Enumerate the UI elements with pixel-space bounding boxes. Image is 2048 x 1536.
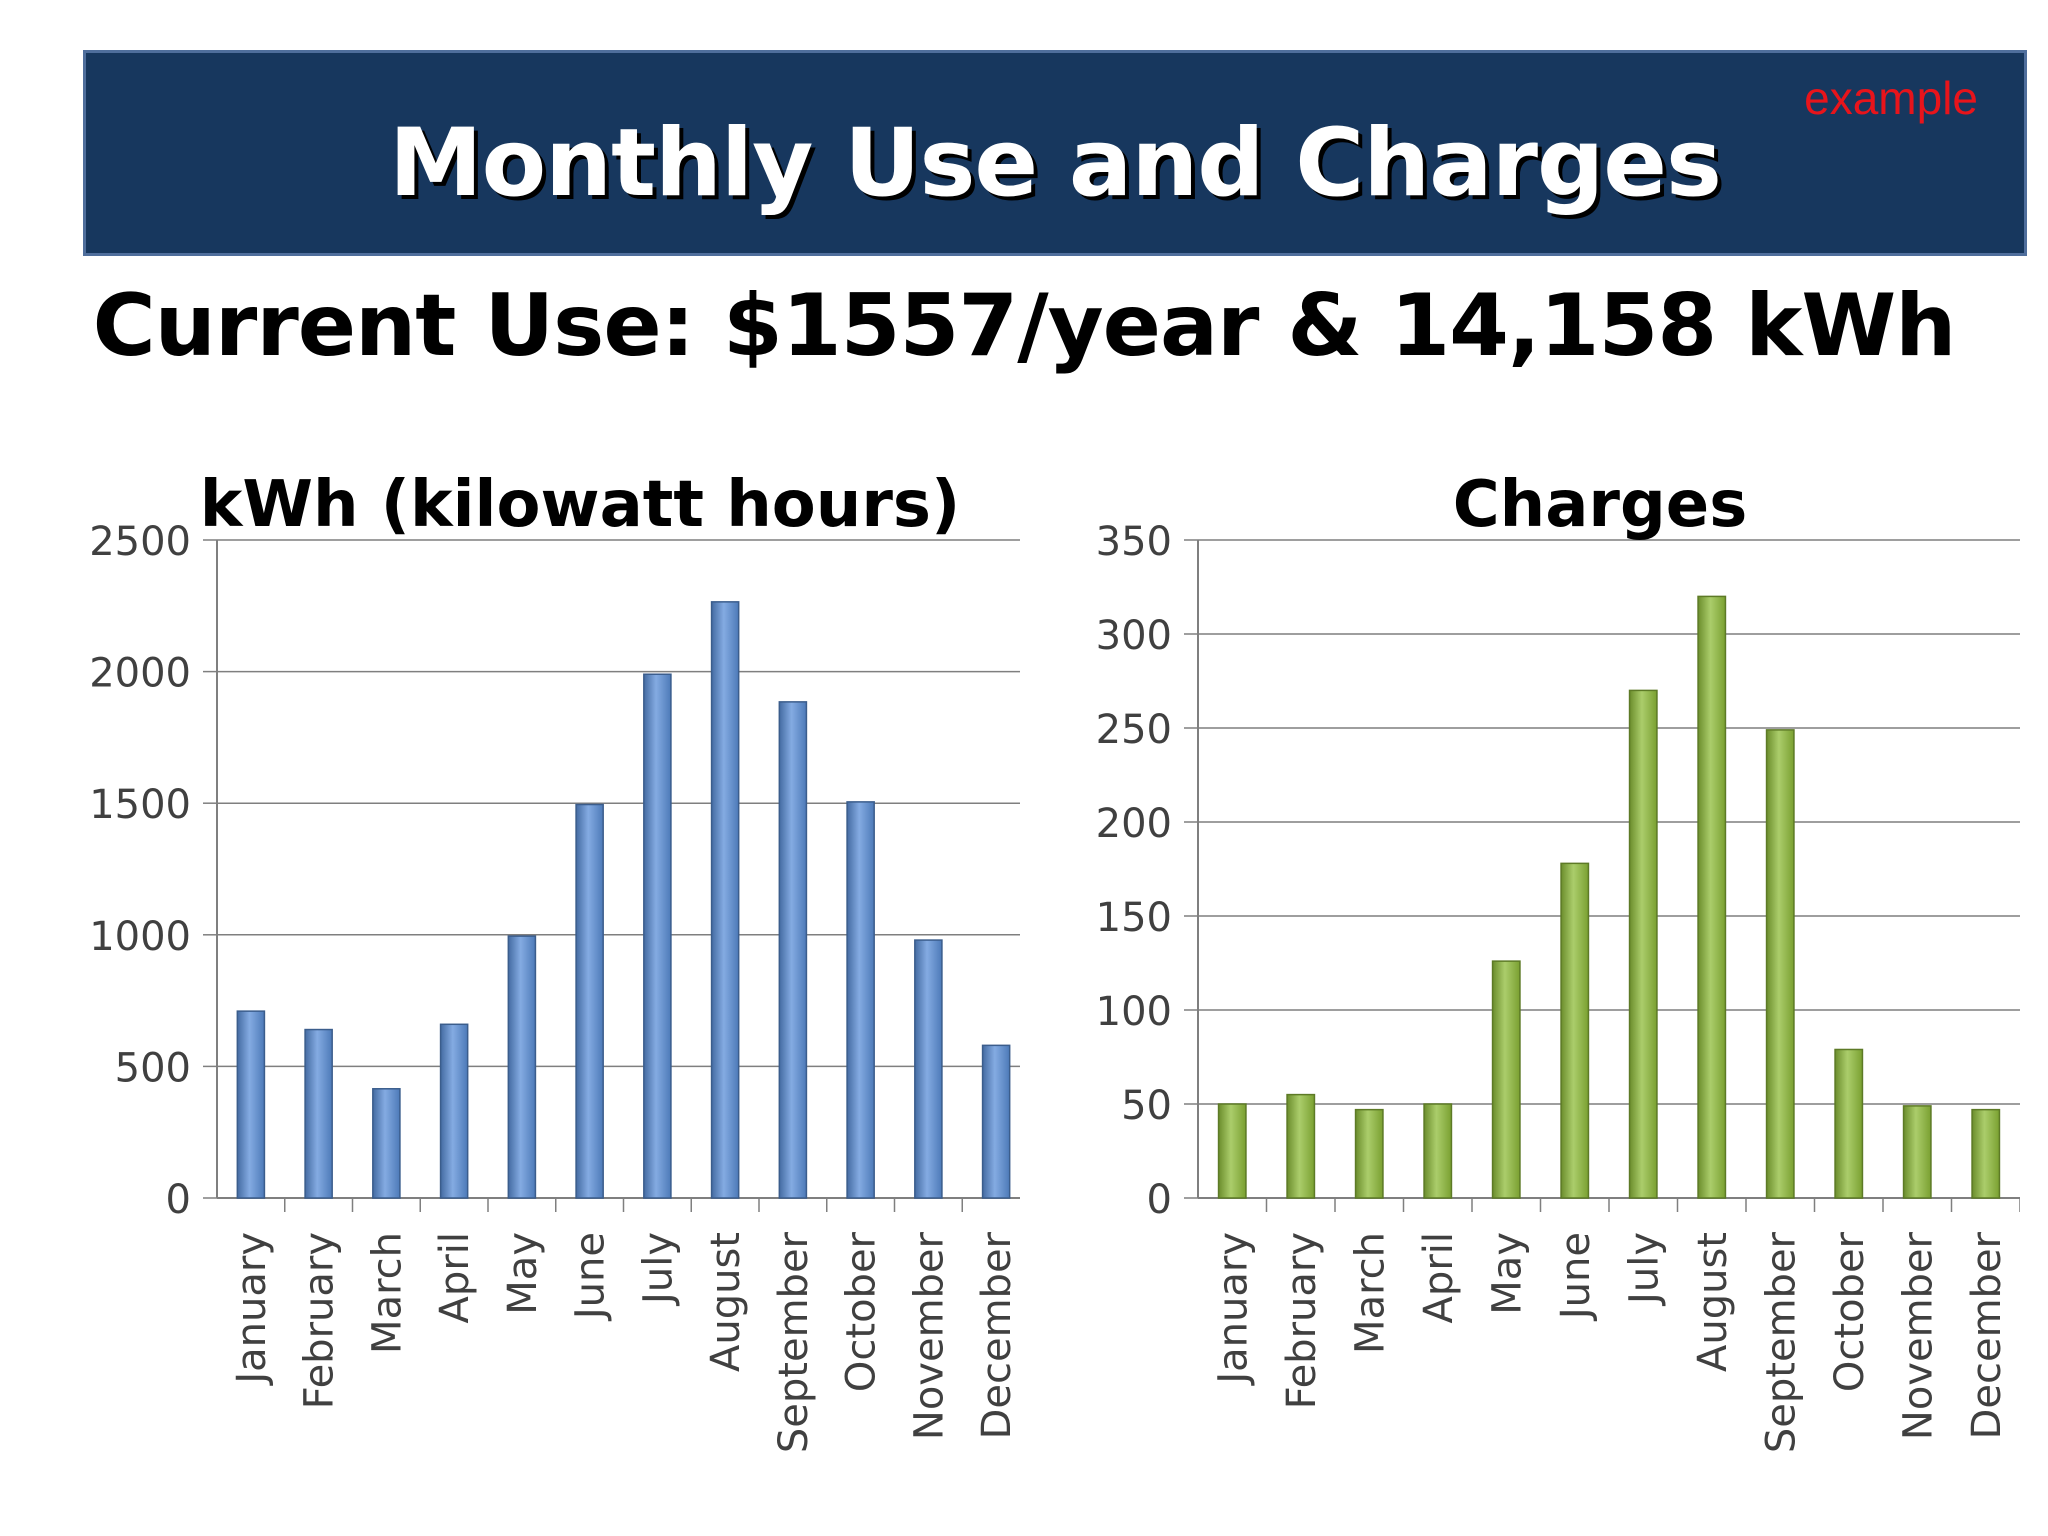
charges-bar-november (1902, 1105, 1932, 1199)
charges-y-tick-label: 200 (1096, 801, 1172, 847)
charges-bar-february (1286, 1093, 1316, 1199)
charges-x-tick-label: August (1690, 1232, 1736, 1372)
kwh-bar-september (778, 701, 808, 1199)
kwh-x-tick-label: July (635, 1232, 681, 1307)
kwh-x-tick-label: January (229, 1232, 275, 1387)
charges-y-tick-label: 350 (1096, 519, 1172, 565)
kwh-x-tick-label: March (364, 1232, 410, 1354)
kwh-x-tick-label: September (771, 1231, 817, 1453)
charges-x-tick-label: November (1895, 1231, 1941, 1440)
kwh-x-tick-label: February (297, 1232, 343, 1409)
kwh-y-tick-label: 1500 (89, 782, 191, 828)
charges-chart-plot: 0 50 100 150 200 250 300 350 January February Marc… (1096, 519, 2021, 1453)
kwh-bar-december (981, 1044, 1011, 1199)
charges-bar-may (1491, 960, 1521, 1199)
kwh-bar-june (575, 803, 604, 1199)
charges-bar-october (1834, 1048, 1864, 1199)
charges-x-tick-label: February (1279, 1232, 1325, 1409)
charges-y-tick-label: 100 (1096, 989, 1172, 1035)
charges-x-tick-label: September (1758, 1231, 1804, 1453)
current-use-summary: Current Use: $1557/year & 14,158 kWh (92, 276, 1957, 376)
title-banner: Monthly Use and Charges example (83, 50, 2027, 256)
example-badge: example (1804, 72, 1978, 124)
kwh-bar-february (304, 1028, 333, 1199)
kwh-x-tick-label: June (568, 1232, 614, 1322)
charges-y-tick-label: 150 (1096, 895, 1172, 941)
kwh-bar-august (710, 601, 740, 1199)
charges-bar-july (1628, 689, 1658, 1199)
kwh-x-tick-label: December (974, 1231, 1020, 1439)
kwh-x-tick-label: October (839, 1231, 885, 1392)
charges-x-tick-label: May (1484, 1232, 1530, 1315)
slide-title: Monthly Use and Charges (389, 109, 1722, 218)
kwh-x-tick-label: April (432, 1232, 478, 1323)
charges-y-tick-label: 250 (1096, 707, 1172, 753)
charges-bar-june (1560, 862, 1590, 1199)
charges-y-tick-label: 300 (1096, 613, 1172, 659)
charges-y-tick-label: 0 (1147, 1177, 1172, 1223)
charges-x-tick-label: June (1553, 1232, 1599, 1322)
kwh-bar-january (236, 1010, 266, 1199)
kwh-y-tick-label: 0 (166, 1177, 191, 1223)
kwh-chart-plot: 0 500 1000 1500 2000 2500 January February March… (89, 519, 1031, 1453)
kwh-y-tick-label: 2000 (89, 651, 191, 697)
charges-x-tick-label: March (1347, 1232, 1393, 1354)
charges-bar-august (1697, 595, 1727, 1199)
kwh-chart: kWh (kilowatt hours) 0 500 1000 1500 2000 250… (20, 440, 1031, 1500)
kwh-y-tick-label: 2500 (89, 519, 191, 565)
charges-x-tick-label: July (1621, 1232, 1667, 1307)
kwh-y-tick-label: 1000 (89, 914, 191, 960)
charges-chart-title: Charges (1452, 468, 1748, 542)
charges-bar-december (1971, 1108, 2001, 1199)
charges-x-tick-label: October (1827, 1231, 1873, 1392)
kwh-y-tick-label: 500 (115, 1045, 191, 1091)
kwh-bar-may (507, 935, 537, 1199)
charges-bar-september (1765, 729, 1795, 1199)
charges-chart: Charges 0 50 100 150 200 250 300 350 January Febr… (1020, 440, 2021, 1500)
charges-bar-january (1217, 1103, 1247, 1199)
charges-y-tick-label: 50 (1121, 1083, 1172, 1129)
kwh-x-tick-label: May (500, 1232, 546, 1315)
kwh-bar-april (439, 1023, 469, 1199)
kwh-x-tick-label: November (906, 1231, 952, 1440)
charges-bar-march (1354, 1108, 1384, 1199)
kwh-chart-title: kWh (kilowatt hours) (199, 468, 961, 542)
kwh-bar-november (914, 939, 943, 1199)
kwh-x-tick-label: August (703, 1232, 749, 1372)
kwh-bar-july (643, 673, 672, 1199)
kwh-bar-march (372, 1088, 401, 1199)
charges-x-tick-label: April (1416, 1232, 1462, 1323)
charges-x-tick-label: January (1210, 1232, 1256, 1387)
kwh-bar-october (846, 801, 875, 1199)
charges-x-tick-label: December (1964, 1231, 2010, 1439)
charges-bar-april (1423, 1103, 1453, 1199)
